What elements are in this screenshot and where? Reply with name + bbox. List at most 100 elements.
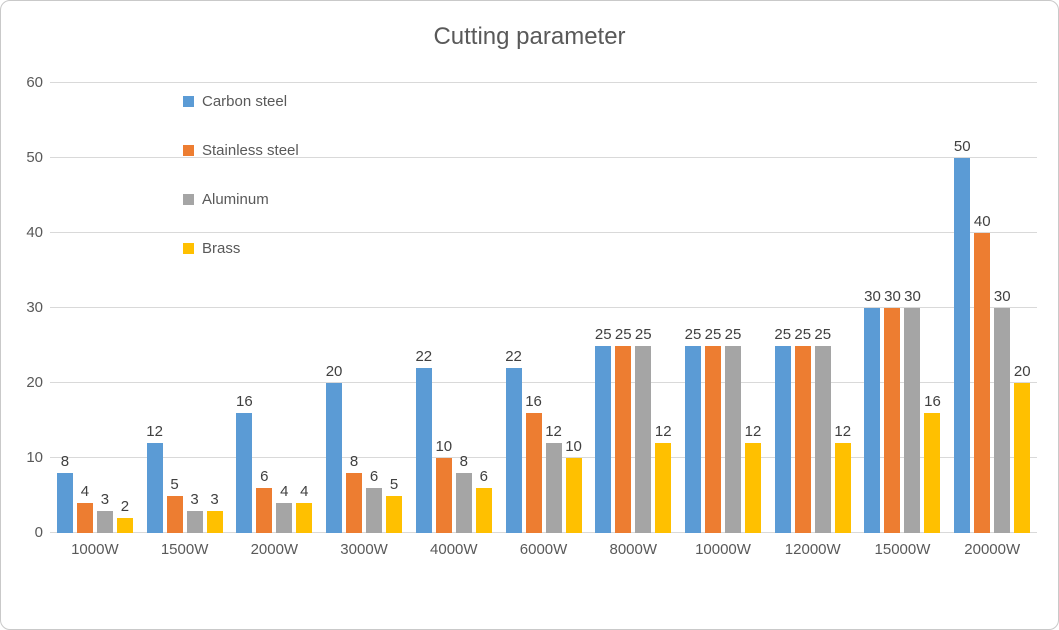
- bar-aluminum: 30: [994, 288, 1011, 533]
- bar-group-2000w: 16 6 4 4: [229, 83, 319, 533]
- bar-brass: 5: [386, 476, 403, 533]
- bar-value-label: 3: [210, 490, 219, 508]
- bar-stainless-steel: 25: [615, 326, 632, 533]
- bar-value-label: 5: [389, 475, 399, 493]
- bar-stainless-steel: 16: [525, 393, 542, 533]
- bar-group-1500w: 12 5 3 3: [140, 83, 230, 533]
- bar-aluminum: 25: [725, 326, 741, 533]
- bar-value-label: 25: [704, 325, 722, 343]
- x-tick-label: 3000W: [340, 541, 388, 558]
- x-tick-label: 6000W: [519, 541, 568, 558]
- bar-stainless-steel: 8: [346, 453, 363, 533]
- y-tick-label: 0: [34, 524, 43, 541]
- bar-brass: 3: [206, 491, 223, 533]
- bar-value-label: 25: [634, 325, 652, 343]
- bar-aluminum: 3: [186, 491, 203, 533]
- bar-aluminum: 25: [635, 326, 652, 533]
- y-tick-label: 40: [26, 224, 43, 241]
- bar-group-3000w: 20 8 6 5: [319, 83, 409, 533]
- bar-value-label: 16: [525, 393, 542, 410]
- bar-value-label: 50: [953, 138, 971, 155]
- x-tick-label: 20000W: [964, 541, 1021, 558]
- bar-carbon-steel: 20: [326, 363, 342, 533]
- bar-brass: 4: [296, 483, 313, 533]
- legend-label: Carbon steel: [202, 92, 288, 110]
- plot-area: 8 4 3 2 12 5 3 3 16 6 4 4 20 8 6 5 22 10 8 6 22 16 12 10 25 25 25 1…: [50, 82, 1037, 533]
- bar-group-6000w: 22 16 12 10: [499, 83, 589, 533]
- bar-value-label: 20: [325, 363, 343, 380]
- bar-brass: 10: [565, 438, 582, 533]
- bar-value-label: 12: [654, 423, 672, 440]
- gridline: [50, 232, 1037, 233]
- bar-group-12000w: 25 25 25 12: [768, 83, 858, 533]
- gridline: [50, 307, 1037, 308]
- x-axis-labels: 1000W 1500W 2000W 3000W 4000W 6000W 8000W 10000…: [50, 541, 1037, 558]
- bar-group-20000w: 50 40 30 20: [947, 83, 1037, 533]
- bar-group-15000w: 30 30 30 16: [858, 83, 948, 533]
- bar-aluminum: 25: [814, 326, 831, 533]
- x-tick-label: 1500W: [160, 541, 209, 558]
- bar-value-label: 30: [884, 288, 901, 305]
- bar-value-label: 8: [60, 453, 70, 470]
- x-tick-label: 8000W: [609, 541, 658, 558]
- bar-value-label: 25: [724, 325, 742, 343]
- bar-stainless-steel: 5: [166, 476, 183, 533]
- y-tick-label: 20: [26, 374, 43, 391]
- gridline: [50, 457, 1037, 458]
- bar-group-4000w: 22 10 8 6: [409, 83, 499, 533]
- bar-value-label: 4: [300, 483, 309, 500]
- bar-group-8000w: 25 25 25 12: [588, 83, 678, 533]
- bar-value-label: 12: [545, 423, 562, 440]
- bar-value-label: 25: [794, 325, 812, 343]
- bar-groups: 8 4 3 2 12 5 3 3 16 6 4 4 20 8 6 5 22 10 8 6 22 16 12 10 25 25 25 1…: [50, 83, 1037, 533]
- bar-value-label: 30: [864, 288, 881, 305]
- bar-value-label: 25: [774, 325, 792, 343]
- legend-swatch-icon: [183, 242, 194, 254]
- bar-aluminum: 30: [904, 288, 921, 533]
- y-tick-label: 10: [26, 449, 43, 466]
- bar-aluminum: 12: [545, 423, 562, 533]
- legend-label: Brass: [202, 239, 241, 257]
- bar-carbon-steel: 25: [685, 326, 701, 533]
- bar-value-label: 8: [459, 453, 468, 470]
- bar-stainless-steel: 25: [705, 326, 721, 533]
- bar-value-label: 12: [834, 423, 852, 440]
- bar-value-label: 20: [1013, 363, 1031, 380]
- bar-value-label: 25: [614, 325, 632, 343]
- y-tick-label: 50: [26, 149, 43, 166]
- bar-value-label: 10: [565, 438, 582, 455]
- bar-value-label: 22: [505, 348, 522, 365]
- bar-value-label: 30: [904, 288, 921, 305]
- y-axis-labels: 0 10 20 30 40 50 60: [1, 74, 43, 541]
- bar-value-label: 25: [684, 325, 702, 343]
- legend-swatch-icon: [183, 95, 194, 107]
- bar-carbon-steel: 22: [415, 348, 432, 533]
- bar-brass: 12: [834, 423, 851, 533]
- bar-value-label: 6: [260, 468, 269, 485]
- bar-stainless-steel: 30: [884, 288, 901, 533]
- bar-carbon-steel: 25: [595, 326, 612, 533]
- bar-brass: 20: [1014, 363, 1031, 533]
- bar-value-label: 16: [235, 393, 253, 410]
- legend: Carbon steel Stainless steel Aluminum Brass: [183, 90, 299, 259]
- bar-value-label: 4: [280, 483, 289, 500]
- bar-value-label: 4: [80, 483, 90, 500]
- bar-value-label: 3: [190, 490, 199, 508]
- legend-label: Aluminum: [202, 190, 269, 208]
- bar-value-label: 25: [594, 325, 612, 343]
- bar-value-label: 6: [369, 468, 379, 485]
- gridlines: [50, 82, 1037, 533]
- legend-item-brass: Brass: [183, 237, 299, 259]
- bar-aluminum: 6: [366, 468, 383, 533]
- bar-carbon-steel: 12: [146, 423, 163, 533]
- x-tick-label: 12000W: [784, 541, 841, 558]
- bar-carbon-steel: 16: [236, 393, 253, 533]
- bar-value-label: 30: [993, 288, 1011, 305]
- y-tick-label: 30: [26, 299, 43, 316]
- bar-value-label: 22: [415, 348, 433, 365]
- bar-brass: 12: [655, 423, 672, 533]
- bar-aluminum: 4: [276, 483, 293, 533]
- y-tick-label: 60: [26, 74, 43, 91]
- bar-aluminum: 8: [455, 453, 472, 533]
- bar-brass: 16: [924, 393, 941, 533]
